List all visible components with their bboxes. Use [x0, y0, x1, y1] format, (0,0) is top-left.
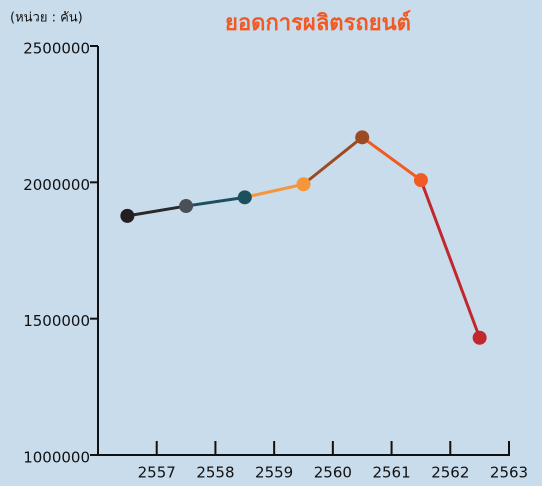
x-tick-label: 2561 — [372, 464, 410, 482]
y-tick-label: 1000000 — [23, 449, 90, 467]
point — [179, 199, 194, 214]
point — [296, 177, 311, 192]
line-segment — [244, 182, 304, 199]
point — [237, 190, 252, 205]
x-tick-label: 2562 — [431, 464, 469, 482]
unit-label: (หน่วย : คัน) — [10, 11, 83, 26]
x-tick-label: 2559 — [255, 464, 293, 482]
y-tick-label: 2500000 — [23, 40, 90, 58]
y-tick-label: 2000000 — [23, 176, 90, 194]
point — [120, 208, 135, 223]
x-tick-label: 2563 — [490, 464, 528, 482]
y-tick-label: 1500000 — [23, 312, 90, 330]
line-segment — [361, 136, 422, 182]
x-tick-label: 2558 — [196, 464, 234, 482]
line-segment — [127, 204, 187, 218]
point — [472, 330, 487, 345]
point — [355, 130, 370, 145]
chart-title: ยอดการผลิตรถยนต์ — [225, 10, 411, 36]
point — [413, 173, 428, 188]
x-tick-label: 2560 — [314, 464, 352, 482]
x-tick-label: 2557 — [138, 464, 176, 482]
line-segment — [419, 179, 482, 339]
line-segment — [185, 195, 246, 208]
line-segment — [302, 136, 364, 186]
